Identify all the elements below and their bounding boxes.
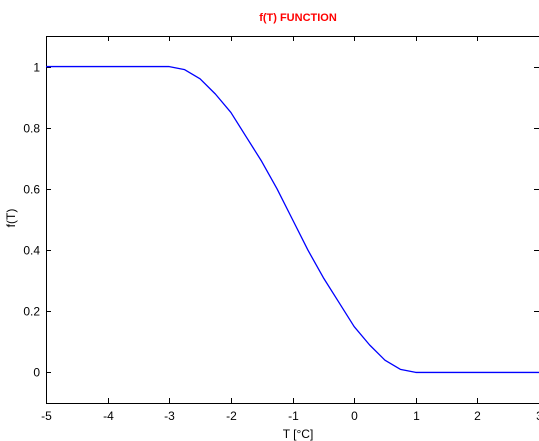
y-tick-label: 0.6 xyxy=(23,183,40,197)
series-layer xyxy=(46,65,539,374)
x-tick-label: -5 xyxy=(41,409,52,423)
y-axis-label: f(T) xyxy=(4,209,18,228)
series-line-0 xyxy=(46,65,539,374)
y-axis-ticks: 0 0.2 0.4 0.6 0.8 1 xyxy=(23,61,539,380)
x-tick-label: 2 xyxy=(474,409,481,423)
y-tick-label: 0 xyxy=(33,366,40,380)
y-tick-label: 0.2 xyxy=(23,305,40,319)
y-tick-label: 1 xyxy=(33,61,40,75)
x-tick-label: 0 xyxy=(351,409,358,423)
y-tick-label: 0.8 xyxy=(23,122,40,136)
x-tick-label: 1 xyxy=(413,409,420,423)
x-axis-label: T [°C] xyxy=(283,427,314,441)
x-axis-ticks: -5 -4 -3 -2 -1 0 1 2 3 xyxy=(41,36,539,423)
x-tick-label: 3 xyxy=(536,409,539,423)
x-tick-label: -3 xyxy=(164,409,175,423)
chart-title: f(T) FUNCTION xyxy=(259,12,337,24)
y-tick-label: 0.4 xyxy=(23,244,40,258)
x-tick-label: -1 xyxy=(288,409,299,423)
x-tick-label: -2 xyxy=(226,409,237,423)
x-tick-label: -4 xyxy=(103,409,114,423)
